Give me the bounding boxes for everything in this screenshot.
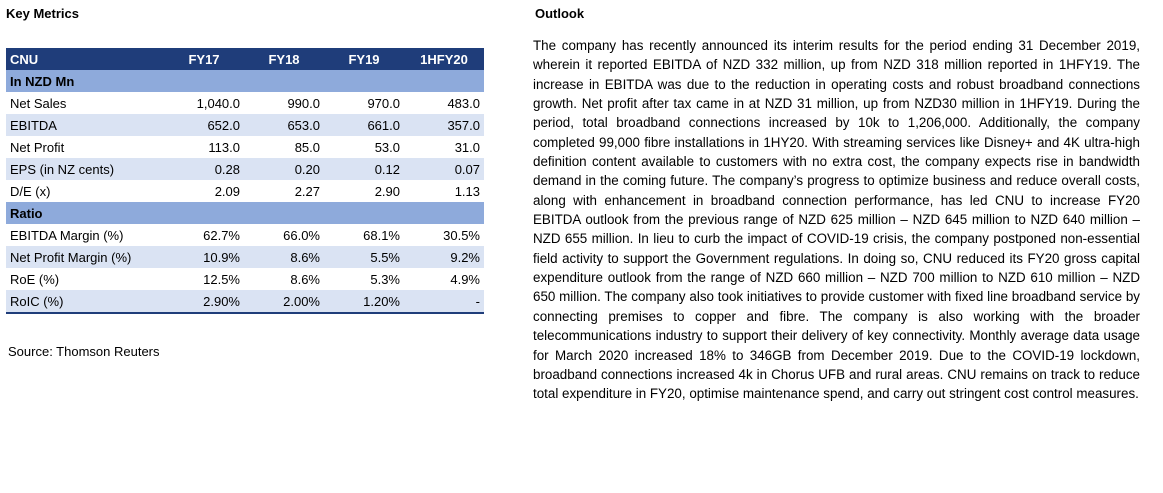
group-label: Ratio	[6, 202, 484, 224]
table-cell: 661.0	[324, 114, 404, 136]
table-cell: 0.12	[324, 158, 404, 180]
table-cell: 2.27	[244, 180, 324, 202]
key-metrics-title: Key Metrics	[6, 6, 79, 21]
table-cell: 68.1%	[324, 224, 404, 246]
table-row: EBITDA 652.0 653.0 661.0 357.0	[6, 114, 484, 136]
table-cell: 66.0%	[244, 224, 324, 246]
table-cell: 0.20	[244, 158, 324, 180]
table-cell: 2.90	[324, 180, 404, 202]
source-note: Source: Thomson Reuters	[8, 344, 160, 359]
table-row: Net Profit Margin (%) 10.9% 8.6% 5.5% 9.…	[6, 246, 484, 268]
table-cell: 85.0	[244, 136, 324, 158]
group-label: In NZD Mn	[6, 70, 484, 92]
table-cell: 5.3%	[324, 268, 404, 290]
group-row-ratio: Ratio	[6, 202, 484, 224]
table-cell: 653.0	[244, 114, 324, 136]
table-cell: 0.28	[164, 158, 244, 180]
table-cell: 8.6%	[244, 268, 324, 290]
table-cell: 1.13	[404, 180, 484, 202]
table-cell: 2.90%	[164, 290, 244, 314]
table-cell: -	[404, 290, 484, 314]
table-cell: 53.0	[324, 136, 404, 158]
table-cell: 0.07	[404, 158, 484, 180]
row-label: EBITDA	[6, 114, 164, 136]
table-row: Net Profit 113.0 85.0 53.0 31.0	[6, 136, 484, 158]
row-label: RoE (%)	[6, 268, 164, 290]
column-header: 1HFY20	[404, 48, 484, 70]
table-cell: 652.0	[164, 114, 244, 136]
table-header-row: CNU FY17 FY18 FY19 1HFY20	[6, 48, 484, 70]
table-row: EPS (in NZ cents) 0.28 0.20 0.12 0.07	[6, 158, 484, 180]
outlook-body: The company has recently announced its i…	[533, 38, 1140, 402]
table-row: EBITDA Margin (%) 62.7% 66.0% 68.1% 30.5…	[6, 224, 484, 246]
table-cell: 62.7%	[164, 224, 244, 246]
group-row-nzd: In NZD Mn	[6, 70, 484, 92]
table-cell: 8.6%	[244, 246, 324, 268]
table-cell: 483.0	[404, 92, 484, 114]
table-cell: 9.2%	[404, 246, 484, 268]
key-metrics-table: CNU FY17 FY18 FY19 1HFY20 In NZD Mn Net …	[6, 48, 484, 314]
table-row: RoIC (%) 2.90% 2.00% 1.20% -	[6, 290, 484, 314]
table-cell: 30.5%	[404, 224, 484, 246]
column-header: FY18	[244, 48, 324, 70]
table-cell: 31.0	[404, 136, 484, 158]
outlook-title: Outlook	[535, 6, 585, 21]
table-cell: 12.5%	[164, 268, 244, 290]
row-label: Net Profit	[6, 136, 164, 158]
column-header: CNU	[6, 48, 164, 70]
column-header: FY17	[164, 48, 244, 70]
table-cell: 1,040.0	[164, 92, 244, 114]
table-cell: 2.09	[164, 180, 244, 202]
row-label: Net Sales	[6, 92, 164, 114]
table-row: RoE (%) 12.5% 8.6% 5.3% 4.9%	[6, 268, 484, 290]
table-cell: 357.0	[404, 114, 484, 136]
row-label: RoIC (%)	[6, 290, 164, 314]
row-label: EBITDA Margin (%)	[6, 224, 164, 246]
table-cell: 10.9%	[164, 246, 244, 268]
table-row: Net Sales 1,040.0 990.0 970.0 483.0	[6, 92, 484, 114]
row-label: D/E (x)	[6, 180, 164, 202]
table-row: D/E (x) 2.09 2.27 2.90 1.13	[6, 180, 484, 202]
table-cell: 2.00%	[244, 290, 324, 314]
table-cell: 1.20%	[324, 290, 404, 314]
table-cell: 970.0	[324, 92, 404, 114]
table-cell: 4.9%	[404, 268, 484, 290]
table-cell: 990.0	[244, 92, 324, 114]
row-label: EPS (in NZ cents)	[6, 158, 164, 180]
table-cell: 113.0	[164, 136, 244, 158]
table-cell: 5.5%	[324, 246, 404, 268]
column-header: FY19	[324, 48, 404, 70]
row-label: Net Profit Margin (%)	[6, 246, 164, 268]
